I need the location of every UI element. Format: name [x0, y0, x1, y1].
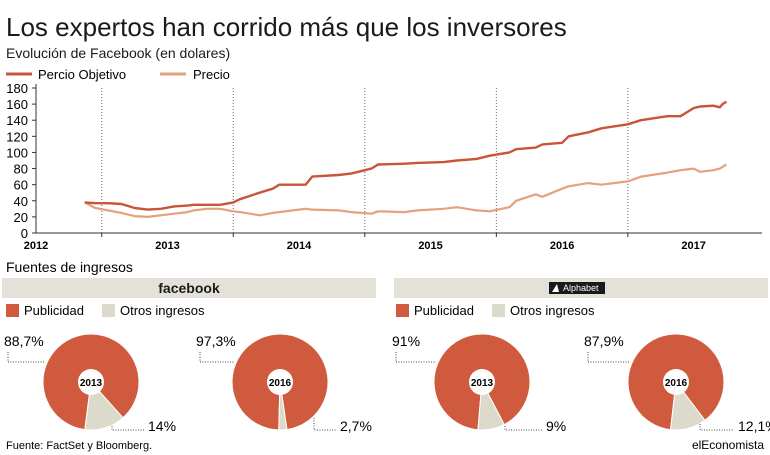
x-tick-label: 2016	[550, 240, 574, 252]
pie-year-label: 2013	[80, 378, 103, 389]
legend-label-other: Otros ingresos	[510, 303, 595, 318]
pie-label-publicidad: 87,9%	[584, 333, 624, 349]
facebook-band	[2, 278, 376, 298]
y-tick-label: 140	[6, 113, 28, 128]
y-tick-label: 60	[14, 178, 28, 193]
series-line-precio	[84, 163, 728, 218]
pie-label-otros: 12,1%	[738, 418, 770, 434]
pie-center	[78, 369, 104, 395]
leader-line	[395, 352, 436, 363]
year-gridlines	[101, 88, 629, 233]
x-axis: 2012 2013 2014 2015 2016 2017	[24, 232, 762, 252]
legend-label-ad: Publicidad	[414, 303, 474, 318]
pie-facebook-2016: 2016 97,3% 2,7%	[196, 333, 372, 434]
leader-line	[699, 424, 734, 431]
leader-line	[587, 352, 630, 363]
legend-swatch-ad	[6, 304, 19, 317]
alphabet-logo-bg	[549, 282, 605, 294]
pie-label-publicidad: 88,7%	[4, 333, 44, 349]
pie-label-otros: 2,7%	[340, 418, 372, 434]
y-tick-label: 0	[21, 226, 28, 241]
legend-swatch-other	[102, 304, 115, 317]
y-tick-label: 40	[14, 194, 28, 209]
series-line-percio-objetivo	[84, 100, 728, 211]
x-tick-label: 2015	[418, 240, 442, 252]
pie-center	[663, 369, 689, 395]
y-tick-label: 20	[14, 210, 28, 225]
x-tick-label: 2017	[681, 240, 705, 252]
legend-label-ad: Publicidad	[24, 303, 84, 318]
alphabet-logo-icon	[552, 284, 559, 292]
alphabet-wordmark: Alphabet	[563, 283, 599, 293]
leader-line	[504, 426, 542, 431]
publisher-credit: elEconomista	[692, 438, 764, 452]
leader-line	[199, 352, 234, 363]
pie-label-otros: 14%	[148, 418, 176, 434]
y-tick-label: 160	[6, 97, 28, 112]
facebook-wordmark: facebook	[158, 280, 220, 296]
x-tick-label: 2012	[24, 240, 48, 252]
pie-center	[469, 369, 495, 395]
y-tick-label: 100	[6, 145, 28, 160]
legend-label-price: Precio	[193, 67, 230, 82]
chart-subtitle: Evolución de Facebook (en dolares)	[6, 45, 230, 61]
ingresos-title: Fuentes de ingresos	[6, 259, 133, 275]
y-tick-label: 180	[6, 81, 28, 96]
pie-label-publicidad: 97,3%	[196, 333, 236, 349]
legend-swatch-ad	[396, 304, 409, 317]
pie-year-label: 2013	[471, 378, 494, 389]
pie-alphabet-2016: 2016 87,9% 12,1%	[584, 333, 770, 434]
x-tick-label: 2013	[155, 240, 179, 252]
pie-year-label: 2016	[269, 378, 292, 389]
leader-line	[7, 352, 44, 363]
pie-label-otros: 9%	[546, 418, 566, 434]
leader-line	[111, 426, 144, 431]
pie-year-label: 2016	[665, 378, 688, 389]
x-tick-label: 2014	[287, 240, 312, 252]
source-note: Fuente: FactSet y Bloomberg.	[6, 440, 152, 452]
pie-charts: 2013 88,7% 14% 2016 97,3% 2,7% 2013 91% 9% 2016 87…	[4, 333, 770, 434]
series-lines	[84, 100, 728, 218]
legend-swatch-other	[492, 304, 505, 317]
pie-label-publicidad: 91%	[392, 333, 420, 349]
page-title: Los expertos han corrido más que los inv…	[6, 12, 567, 42]
pie-center	[267, 369, 293, 395]
y-tick-label: 120	[6, 129, 28, 144]
facebook-pie-legend: Publicidad Otros ingresos	[6, 303, 205, 318]
line-legend: Percio Objetivo Precio	[6, 67, 230, 82]
legend-label-other: Otros ingresos	[120, 303, 205, 318]
alphabet-pie-legend: Publicidad Otros ingresos	[396, 303, 595, 318]
pie-alphabet-2013: 2013 91% 9%	[392, 333, 566, 434]
leader-line	[313, 418, 336, 431]
y-tick-label: 80	[14, 162, 28, 177]
pie-facebook-2013: 2013 88,7% 14%	[4, 333, 176, 434]
legend-label-target: Percio Objetivo	[38, 67, 126, 82]
